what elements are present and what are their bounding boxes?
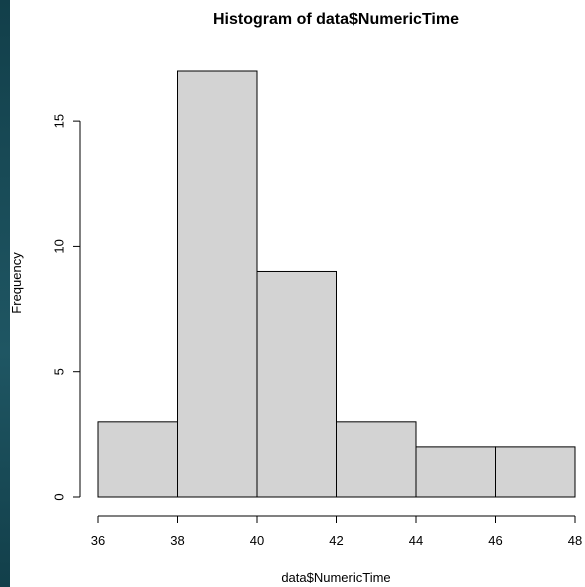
- y-tick-label-3: 15: [51, 114, 66, 128]
- histogram-bar-3: [336, 421, 417, 498]
- y-axis: 0 5 10 15: [51, 114, 81, 501]
- x-tick-label-4: 44: [409, 533, 423, 548]
- histogram-bar-5: [495, 446, 576, 498]
- window-edge-strip: [0, 0, 10, 587]
- y-tick-label-2: 10: [51, 239, 66, 253]
- x-tick-label-1: 38: [170, 533, 184, 548]
- y-tick-label-1: 5: [51, 368, 66, 375]
- x-tick-label-5: 46: [488, 533, 502, 548]
- histogram-bar-4: [415, 446, 496, 498]
- chart-title: Histogram of data$NumericTime: [213, 11, 459, 28]
- x-tick-label-3: 42: [329, 533, 343, 548]
- y-tick-label-0: 0: [51, 493, 66, 500]
- histogram-bar-2: [256, 270, 337, 498]
- x-tick-label-6: 48: [568, 533, 582, 548]
- y-axis-label: Frequency: [9, 252, 24, 314]
- histogram-bars: [97, 70, 576, 498]
- histogram-bar-1: [177, 70, 258, 498]
- x-axis: 36 38 40 42 44 46 48: [91, 515, 582, 548]
- x-tick-label-0: 36: [91, 533, 105, 548]
- x-tick-label-2: 40: [250, 533, 264, 548]
- x-axis-label: data$NumericTime: [281, 570, 390, 585]
- histogram-bar-0: [97, 421, 178, 498]
